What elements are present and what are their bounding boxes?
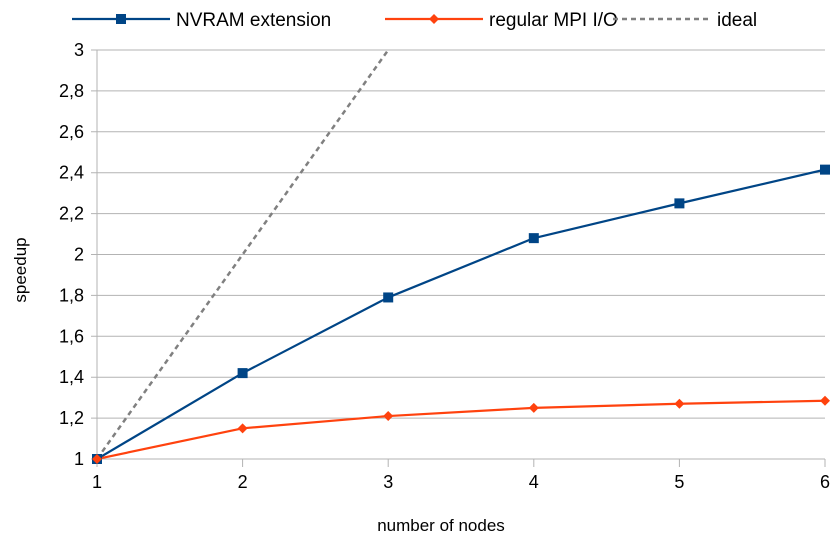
x-tick-label: 3 [383, 472, 393, 492]
y-tick-label: 1,6 [59, 326, 84, 346]
y-tick-label: 1,8 [59, 285, 84, 305]
data-point-nvram-extension [383, 292, 394, 303]
data-point-regular-mpi-i-o [92, 454, 102, 464]
y-tick-label: 1,2 [59, 408, 84, 428]
series-layer [97, 50, 825, 460]
y-axis-title: speedup [11, 237, 30, 302]
data-point-nvram-extension [674, 198, 685, 209]
series-line-nvram-extension [97, 168, 825, 460]
data-point-regular-mpi-i-o [383, 411, 394, 422]
data-point-nvram-extension [528, 233, 539, 244]
x-tick-label: 4 [529, 472, 539, 492]
y-tick-label: 2,8 [59, 81, 84, 101]
y-tick-label: 2,2 [59, 204, 84, 224]
x-tick-label: 1 [92, 472, 102, 492]
x-tick-label: 2 [238, 472, 248, 492]
data-point-regular-mpi-i-o [674, 398, 685, 409]
x-axis-title: number of nodes [377, 516, 505, 535]
y-tick-labels: 1 1,2 1,4 1,6 1,8 2 2,2 2,4 2,6 2,8 3 [59, 40, 84, 469]
data-point-regular-mpi-i-o [237, 423, 248, 434]
legend: NVRAM extension regular MPI I/O ideal [72, 10, 757, 31]
data-point-regular-mpi-i-o [528, 402, 539, 413]
gridlines [91, 49, 825, 460]
x-tick-label: 5 [674, 472, 684, 492]
data-point-nvram-extension [237, 368, 248, 379]
legend-label-ideal: ideal [717, 10, 757, 31]
data-point-nvram-extension [820, 164, 830, 175]
y-tick-label: 2,4 [59, 163, 84, 183]
legend-marker-nvram-extension [116, 14, 126, 24]
y-tick-label: 3 [74, 40, 84, 60]
y-tick-label: 2,6 [59, 122, 84, 142]
y-tick-label: 1,4 [59, 367, 84, 387]
x-tick-label: 6 [820, 472, 830, 492]
y-tick-label: 2 [74, 245, 84, 265]
legend-marker-regular-mpi-i-o [429, 14, 439, 24]
axes [96, 50, 826, 467]
x-tick-labels: 1 2 3 4 5 6 [92, 472, 830, 492]
legend-label-nvram-extension: NVRAM extension [176, 10, 331, 31]
marker-layer [92, 164, 830, 464]
y-tick-label: 1 [74, 449, 84, 469]
series-line-regular-mpi-i-o [97, 399, 825, 460]
data-point-regular-mpi-i-o [820, 395, 830, 406]
series-line-ideal [97, 50, 390, 460]
legend-label-regular-mpi-i-o: regular MPI I/O [489, 10, 618, 31]
